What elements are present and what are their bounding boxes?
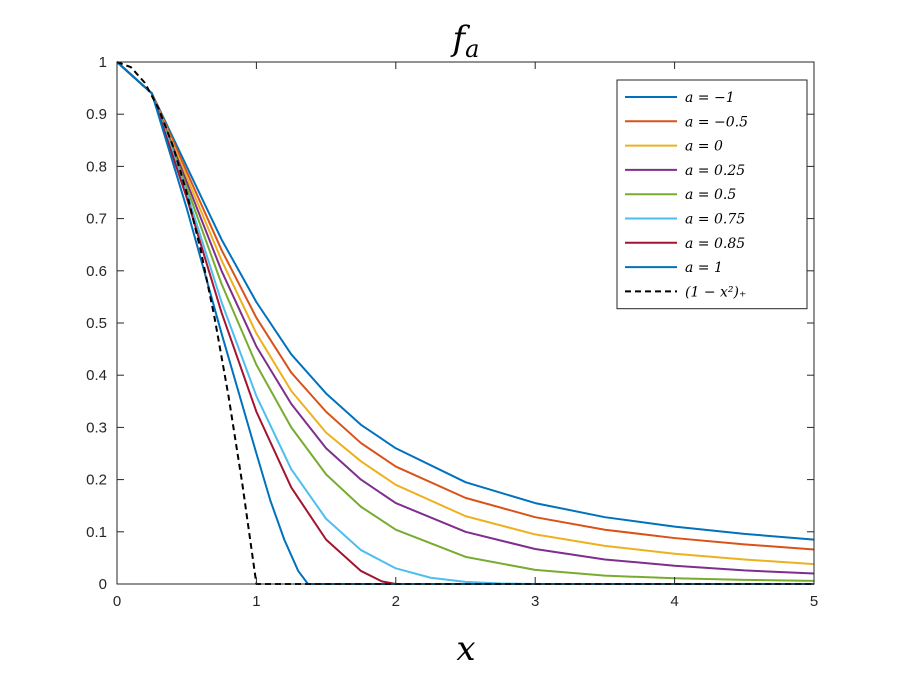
legend-label-6: a = 0.85 xyxy=(685,236,745,252)
y-tick-label-9: 0.9 xyxy=(86,106,107,123)
legend-label-1: a = −0.5 xyxy=(685,114,748,130)
legend-label-2: a = 0 xyxy=(685,139,723,155)
legend: a = −1 a = −0.5 a = 0 a = 0.25 a = 0.5 a = 0.… xyxy=(616,79,808,310)
y-tick-label-8: 0.8 xyxy=(86,158,107,175)
x-axis-label: x xyxy=(456,629,475,669)
x-tick-label-1: 1 xyxy=(252,593,260,610)
y-tick-label-2: 0.2 xyxy=(86,472,107,489)
legend-label-0: a = −1 xyxy=(685,90,735,106)
legend-label-4: a = 0.5 xyxy=(685,187,736,203)
chart-title-subscript: a xyxy=(465,35,479,63)
y-tick-label-10: 1 xyxy=(99,54,107,71)
series-line-0 xyxy=(116,61,815,541)
y-tick-label-3: 0.3 xyxy=(86,419,107,436)
legend-label-3: a = 0.25 xyxy=(685,163,745,179)
series-line-4 xyxy=(116,61,815,582)
y-tick-label-5: 0.5 xyxy=(86,315,107,332)
x-tick-label-5: 5 xyxy=(810,593,818,610)
x-tick-label-3: 3 xyxy=(531,593,539,610)
series-line-3 xyxy=(116,61,815,575)
plot-area: 0 1 2 3 4 5 0 0.1 0.2 0.3 0.4 0.5 0.6 0.7 0.8 0.9 1 xyxy=(86,54,818,610)
legend-label-7: a = 1 xyxy=(685,260,723,276)
series-line-1 xyxy=(116,61,815,551)
y-tick-label-7: 0.7 xyxy=(86,211,107,228)
x-tick-label-4: 4 xyxy=(670,593,678,610)
y-tick-label-4: 0.4 xyxy=(86,367,107,384)
x-tick-label-0: 0 xyxy=(113,593,121,610)
y-tick-label-1: 0.1 xyxy=(86,524,107,541)
legend-label-8: (1 − x²)₊ xyxy=(685,284,746,300)
y-tick-label-0: 0 xyxy=(99,576,107,593)
x-tick-label-2: 2 xyxy=(392,593,400,610)
y-tick-label-6: 0.6 xyxy=(86,263,107,280)
series-line-2 xyxy=(116,61,815,566)
legend-label-5: a = 0.75 xyxy=(685,212,745,228)
